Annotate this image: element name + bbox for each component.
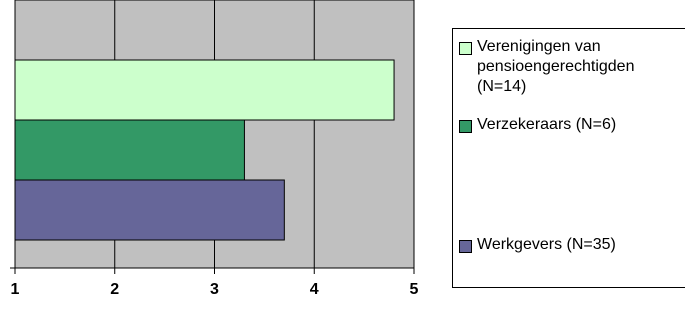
- legend-item-werkgevers: Werkgevers (N=35): [459, 235, 685, 255]
- legend-label-werkgevers: Werkgevers (N=35): [477, 236, 616, 253]
- x-tick-label-5: 5: [410, 281, 419, 298]
- bar-0: [14, 59, 395, 121]
- legend-label-verzekeraars: Verzekeraars (N=6): [477, 116, 617, 133]
- legend-swatch-verzekeraars: [459, 120, 472, 133]
- legend-item-verzekeraars: Verzekeraars (N=6): [459, 115, 685, 135]
- bar-2: [14, 179, 285, 241]
- bar-1: [14, 119, 245, 181]
- bars: [14, 59, 395, 241]
- legend-label-verenigingen: Verenigingen van pensioengerechtigden (N…: [477, 38, 635, 95]
- legend-item-verenigingen: Verenigingen van pensioengerechtigden (N…: [459, 37, 685, 97]
- legend-swatch-verenigingen: [459, 42, 472, 55]
- x-axis: 1 2 3 4 5: [10, 0, 419, 298]
- legend: Verenigingen van pensioengerechtigden (N…: [452, 28, 685, 288]
- legend-swatch-werkgevers: [459, 240, 472, 253]
- x-tick-label-1: 1: [11, 281, 20, 298]
- x-tick-label-4: 4: [310, 281, 319, 298]
- x-tick-label-2: 2: [110, 281, 119, 298]
- x-tick-label-3: 3: [210, 281, 219, 298]
